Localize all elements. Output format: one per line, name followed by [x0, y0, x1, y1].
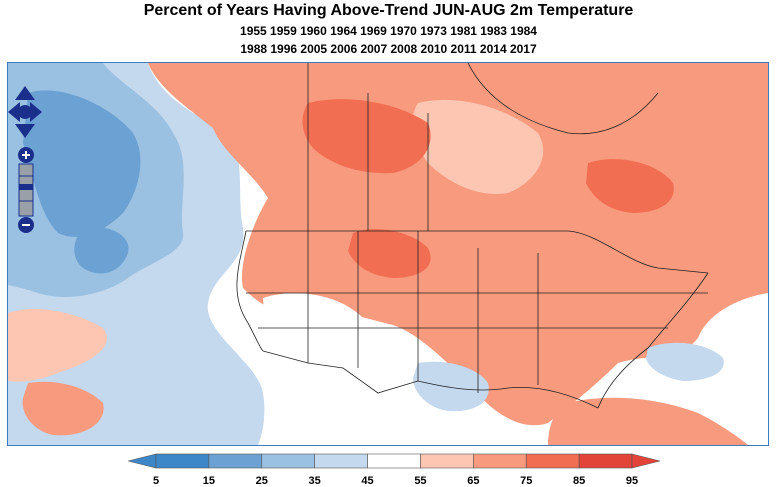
blue-core-alaska: [23, 90, 141, 237]
warm-region-main: [148, 63, 768, 426]
warm-dark-plains: [348, 228, 431, 278]
map-title: Percent of Years Having Above-Trend JUN-…: [143, 2, 634, 19]
us-east-coast: [597, 272, 709, 409]
pan-left-icon[interactable]: [8, 102, 20, 122]
map-panel[interactable]: [7, 62, 769, 446]
zoom-control[interactable]: [16, 146, 36, 234]
colorbar-tick-label: 95: [626, 475, 638, 487]
colorbar-segment: [155, 453, 210, 469]
warm-south-atlantic: [548, 397, 748, 445]
colorbar-segment: [367, 453, 421, 469]
blue-core-west: [74, 226, 129, 274]
colorbar-arrow-high: [631, 453, 660, 469]
blue-gulf: [413, 361, 489, 412]
colorbar-tick-label: 85: [573, 475, 585, 487]
warm-baja: [22, 381, 104, 436]
warm-dark-east: [586, 159, 674, 213]
us-canada-border: [246, 230, 709, 274]
us-mexico-border: [262, 350, 419, 394]
colorbar-tick-label: 15: [203, 475, 215, 487]
white-southwest: [263, 293, 373, 384]
pan-center-icon[interactable]: [18, 105, 32, 119]
zoom-slider-handle[interactable]: [19, 184, 33, 190]
colorbar-tick-label: 45: [361, 475, 373, 487]
colorbar-tick-label: 55: [414, 475, 426, 487]
colorbar-tick-label: 5: [153, 475, 159, 487]
colorbar-legend: 5 15 25 35 45 55 65 75 85 95: [128, 453, 660, 487]
hudson-bay: [467, 63, 659, 135]
colorbar-tick-label: 65: [467, 475, 479, 487]
warm-dark-canada: [302, 99, 431, 174]
colorbar-segment: [473, 453, 527, 469]
us-west-coast: [236, 230, 264, 352]
blue-atlantic: [646, 342, 724, 381]
colorbar-segment: [525, 453, 580, 469]
pan-down-icon[interactable]: [15, 124, 35, 138]
colorbar-tick-label: 25: [256, 475, 268, 487]
colorbar-tick-label: 35: [309, 475, 321, 487]
temperature-map[interactable]: [8, 63, 768, 445]
years-line-1: 1955 1959 1960 1964 1969 1970 1973 1981 …: [240, 24, 537, 38]
colorbar-segment: [314, 453, 368, 469]
colorbar-segment: [261, 453, 315, 469]
gulf-coast: [417, 380, 599, 409]
colorbar-segment: [420, 453, 474, 469]
pan-right-icon[interactable]: [30, 102, 42, 122]
colorbar-tick-label: 75: [520, 475, 532, 487]
pan-up-icon[interactable]: [15, 86, 35, 100]
warm-light-northeast: [412, 99, 544, 194]
warm-light-pacific-edge: [8, 308, 107, 382]
colorbar-arrow-low: [128, 453, 157, 469]
colorbar-segment: [208, 453, 263, 469]
years-line-2: 1988 1996 2005 2006 2007 2008 2010 2011 …: [240, 42, 537, 56]
pan-control-icon[interactable]: [8, 86, 42, 138]
colorbar-segment: [578, 453, 633, 469]
boundary-lines: [236, 63, 709, 409]
